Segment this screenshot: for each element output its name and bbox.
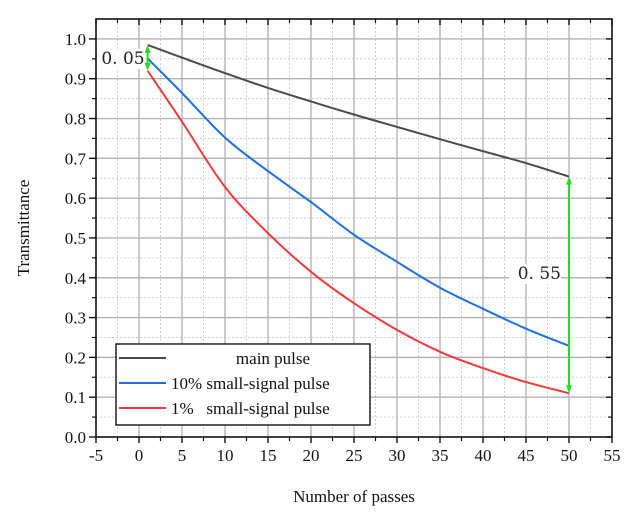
- tick-labels: -5 0 5 10 15 20 25 30 35 40 45 50 55 0.0 0.1 0.2 0.3 0.4 0…: [65, 30, 621, 465]
- x-tick-label: 50: [561, 446, 578, 465]
- x-tick-label: 30: [389, 446, 406, 465]
- series-layer: [146, 43, 570, 395]
- y-tick-label: 0.3: [65, 309, 86, 328]
- annotation-label-bg: [509, 264, 561, 284]
- x-axis-title: Number of passes: [293, 487, 415, 506]
- series-line-1: [146, 57, 570, 347]
- y-tick-label: 0.6: [65, 189, 86, 208]
- x-tick-label: 10: [217, 446, 234, 465]
- legend-label: 10% small-signal pulse: [171, 374, 330, 393]
- annotation-arrowhead-up: [144, 44, 151, 53]
- x-tick-label: 25: [346, 446, 363, 465]
- legend: main pulse 10% small-signal pulse 1% small…: [115, 343, 371, 426]
- x-tick-label: 5: [178, 446, 187, 465]
- y-tick-label: 0.0: [65, 428, 86, 447]
- series-line-0: [147, 43, 570, 178]
- x-tick-label: 40: [475, 446, 492, 465]
- y-tick-label: 0.2: [65, 348, 86, 367]
- y-tick-label: 0.7: [65, 149, 87, 168]
- x-tick-label: -5: [89, 446, 103, 465]
- x-tick-label: 15: [260, 446, 277, 465]
- y-tick-label: 1.0: [65, 30, 86, 49]
- annotation-arrowhead-down: [566, 385, 572, 394]
- y-axis-title: Transmittance: [14, 180, 33, 277]
- x-tick-label: 35: [432, 446, 449, 465]
- annotation-arrowhead-down: [144, 62, 151, 71]
- x-tick-label: 55: [604, 446, 621, 465]
- legend-label: 1% small-signal pulse: [171, 399, 330, 418]
- x-tick-label: 45: [518, 446, 535, 465]
- y-tick-label: 0.8: [65, 110, 86, 129]
- y-tick-label: 0.1: [65, 388, 86, 407]
- annotation-layer: 0. 05 0. 55: [92, 44, 572, 394]
- series-line-2: [146, 70, 570, 395]
- x-tick-label: 20: [303, 446, 320, 465]
- axes: [89, 18, 613, 443]
- x-tick-label: 0: [135, 446, 144, 465]
- annotation-label-bg: [92, 48, 145, 69]
- annotation-label: 0. 05: [101, 49, 144, 69]
- annotation-label: 0. 55: [518, 264, 561, 284]
- annotation-arrowhead-up: [566, 176, 572, 185]
- y-tick-label: 0.4: [65, 269, 87, 288]
- legend-label: main pulse: [236, 349, 310, 368]
- y-tick-label: 0.5: [65, 229, 86, 248]
- y-tick-label: 0.9: [65, 70, 86, 89]
